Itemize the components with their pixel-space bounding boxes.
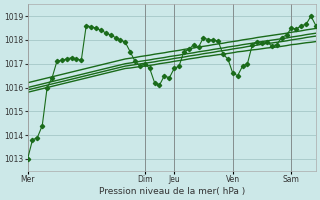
X-axis label: Pression niveau de la mer( hPa ): Pression niveau de la mer( hPa ) <box>99 187 245 196</box>
